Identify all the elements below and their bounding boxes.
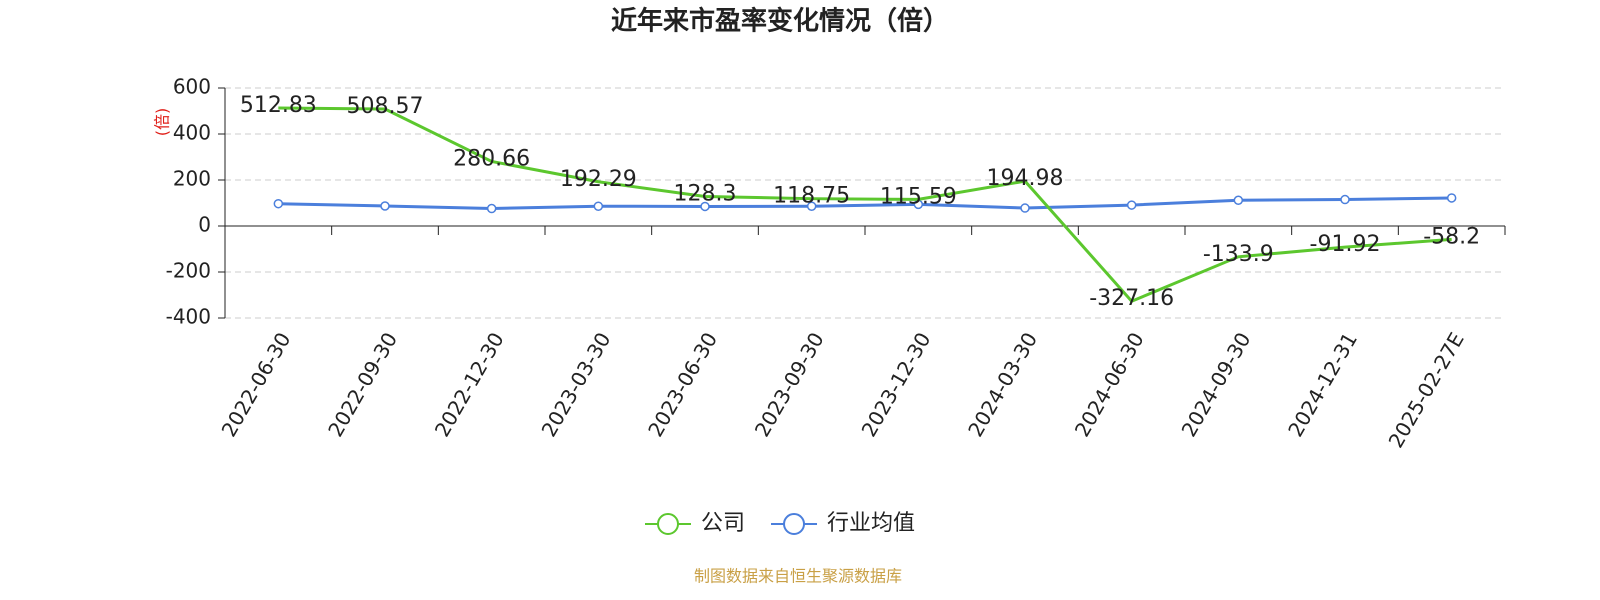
y-tick-label: 400 xyxy=(173,121,211,145)
legend-marker xyxy=(657,513,679,535)
point xyxy=(380,201,390,211)
y-tick-label: -400 xyxy=(166,305,211,329)
y-axis-label: (倍) xyxy=(153,108,172,137)
y-tick-label: 200 xyxy=(173,167,211,191)
x-tick-label: 2025-02-27E xyxy=(1384,328,1469,452)
data-label: 512.83 xyxy=(240,93,317,118)
data-label: -58.2 xyxy=(1423,224,1480,249)
x-tick-label: 2022-12-30 xyxy=(430,328,509,441)
data-label: 118.75 xyxy=(773,184,850,209)
x-tick-label: 2024-06-30 xyxy=(1070,328,1149,441)
x-tick-label: 2024-12-31 xyxy=(1283,328,1362,441)
point xyxy=(486,203,497,214)
y-tick-label: 0 xyxy=(198,213,211,237)
point xyxy=(1233,195,1244,205)
point xyxy=(273,198,284,209)
x-tick-label: 2023-06-30 xyxy=(643,328,722,441)
legend-marker xyxy=(783,513,806,535)
data-label: 192.29 xyxy=(560,167,637,192)
data-label: 128.3 xyxy=(674,181,737,206)
x-tick-label: 2022-06-30 xyxy=(217,328,296,441)
x-tick-label: 2022-09-30 xyxy=(323,328,402,441)
series-line xyxy=(278,106,1452,304)
x-tick-label: 2023-03-30 xyxy=(537,328,616,441)
legend-label: 公司 xyxy=(701,511,745,536)
point xyxy=(593,201,604,211)
data-label: 508.57 xyxy=(347,94,424,119)
y-tick-label: -200 xyxy=(166,259,211,283)
series-line xyxy=(278,196,1452,211)
point xyxy=(1340,194,1350,205)
data-label: -91.92 xyxy=(1310,232,1381,257)
chart-title: 近年来市盈率变化情况（倍） xyxy=(611,6,949,37)
x-tick-label: 2023-09-30 xyxy=(750,328,829,441)
data-label: 194.98 xyxy=(987,166,1064,191)
source-note: 制图数据来自恒生聚源数据库 xyxy=(694,567,902,586)
data-label: 115.59 xyxy=(880,184,957,209)
x-tick-label: 2023-12-30 xyxy=(857,328,936,441)
y-tick-label: 600 xyxy=(173,75,211,99)
point xyxy=(1126,200,1137,210)
point xyxy=(806,201,817,211)
x-tick-label: 2024-09-30 xyxy=(1177,328,1256,441)
data-label: -327.16 xyxy=(1089,286,1174,311)
legend-label: 行业均值 xyxy=(827,511,915,536)
point xyxy=(700,201,710,212)
x-tick-label: 2024-03-30 xyxy=(963,328,1042,441)
data-label: 280.66 xyxy=(453,146,530,171)
point xyxy=(1446,193,1457,203)
point xyxy=(1020,203,1030,213)
data-label: -133.9 xyxy=(1203,242,1274,267)
